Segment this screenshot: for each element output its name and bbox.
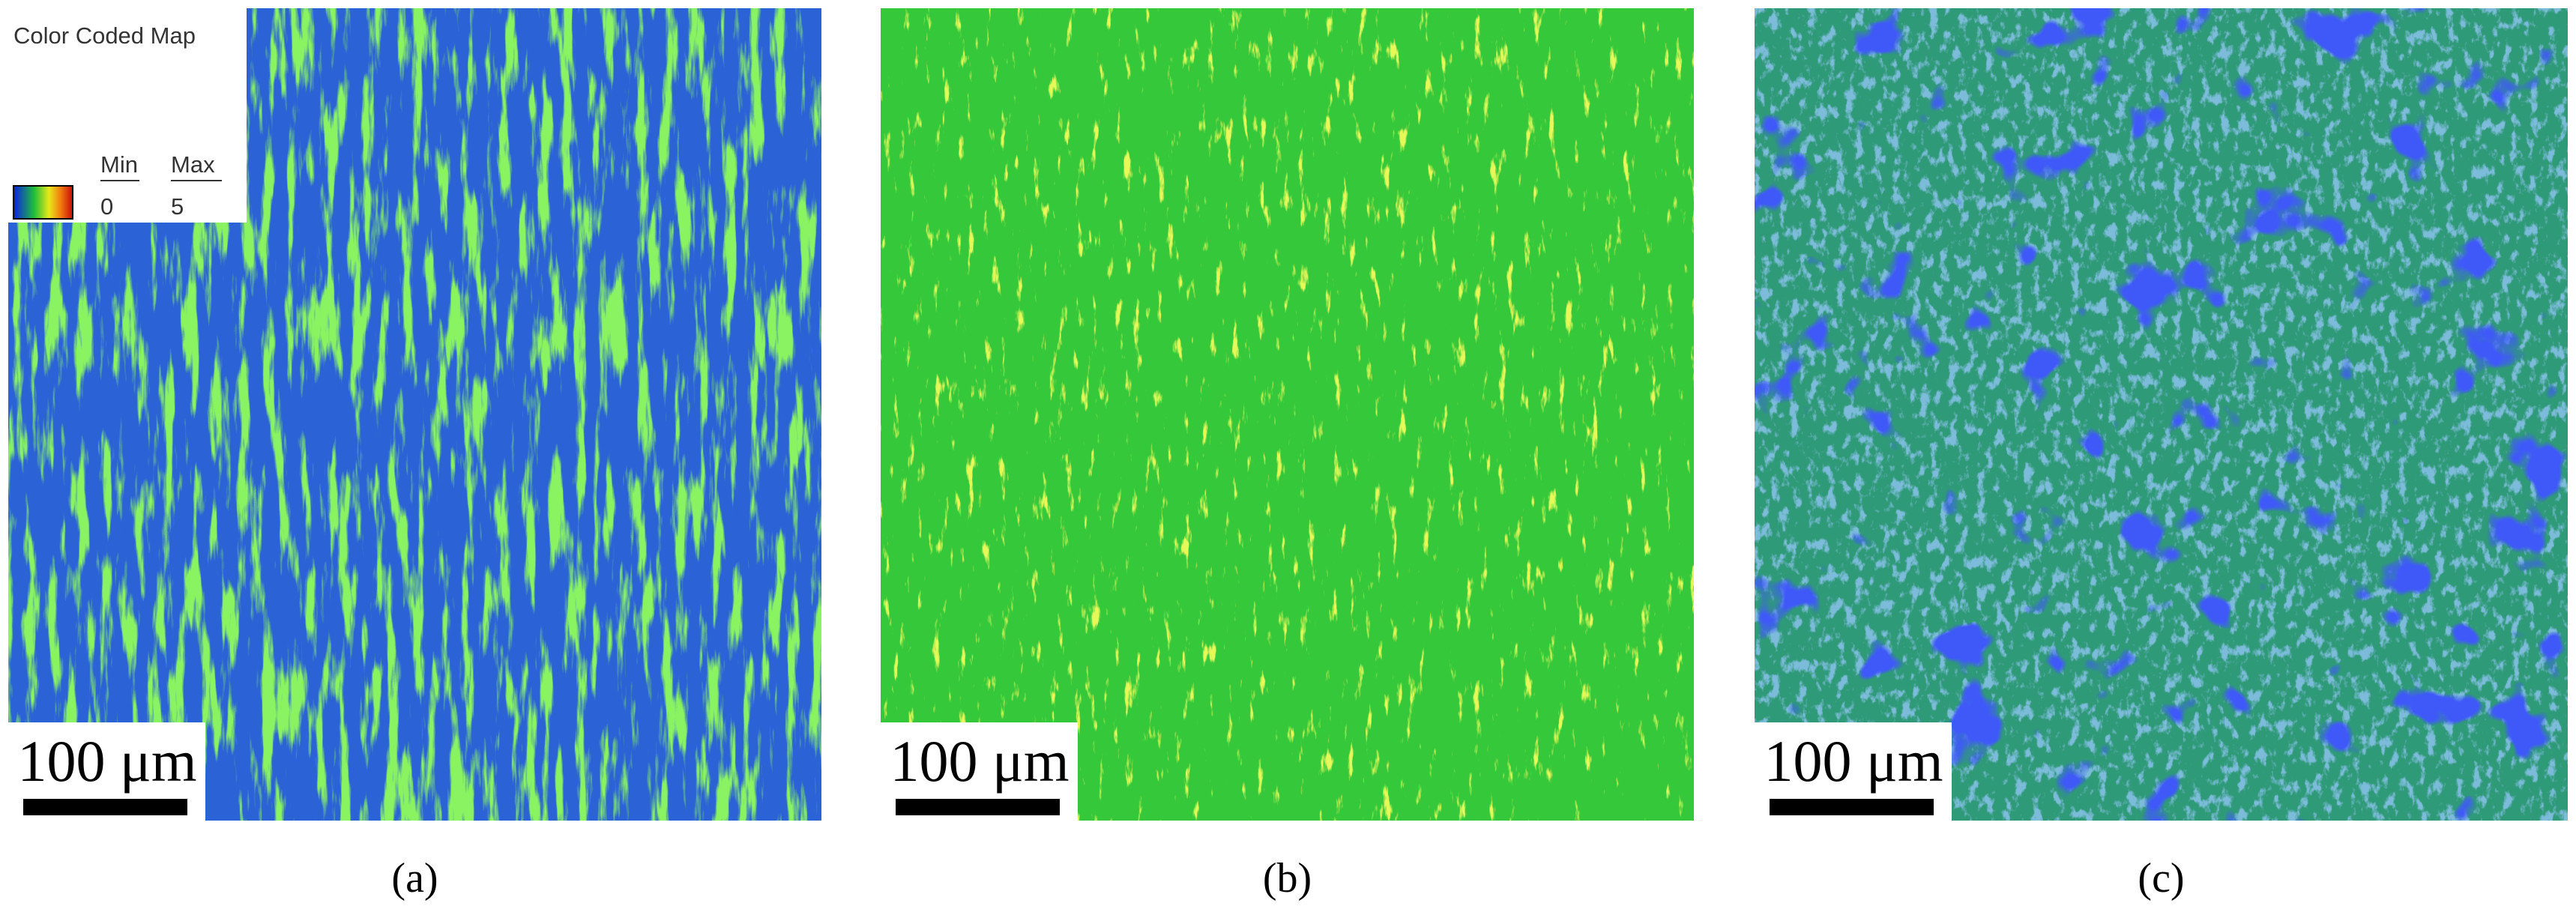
texture [881,8,1694,821]
scale-bar-label: 100 μm [18,728,197,794]
micrograph-panel: 100 μm [881,8,1694,821]
color-bar [13,185,73,220]
legend-max-value: 5 [171,193,184,220]
legend: Color Coded Map Min Max 0 5 [8,8,247,223]
micrograph-panel: 100 μm [1755,8,2568,821]
scale-bar-label: 100 μm [1764,728,1943,794]
panel-caption: (a) [391,855,438,902]
legend-min-label: Min [100,151,138,178]
scale-bar [23,799,187,815]
scale-bar [896,799,1060,815]
legend-min-value: 0 [100,193,113,220]
texture [1755,8,2568,821]
panel-caption: (b) [1263,855,1312,902]
panel-caption: (c) [2138,855,2184,902]
legend-max-label: Max [171,151,215,178]
scale-bar-label: 100 μm [890,728,1070,794]
legend-title: Color Coded Map [13,22,196,49]
scale-bar [1770,799,1934,815]
